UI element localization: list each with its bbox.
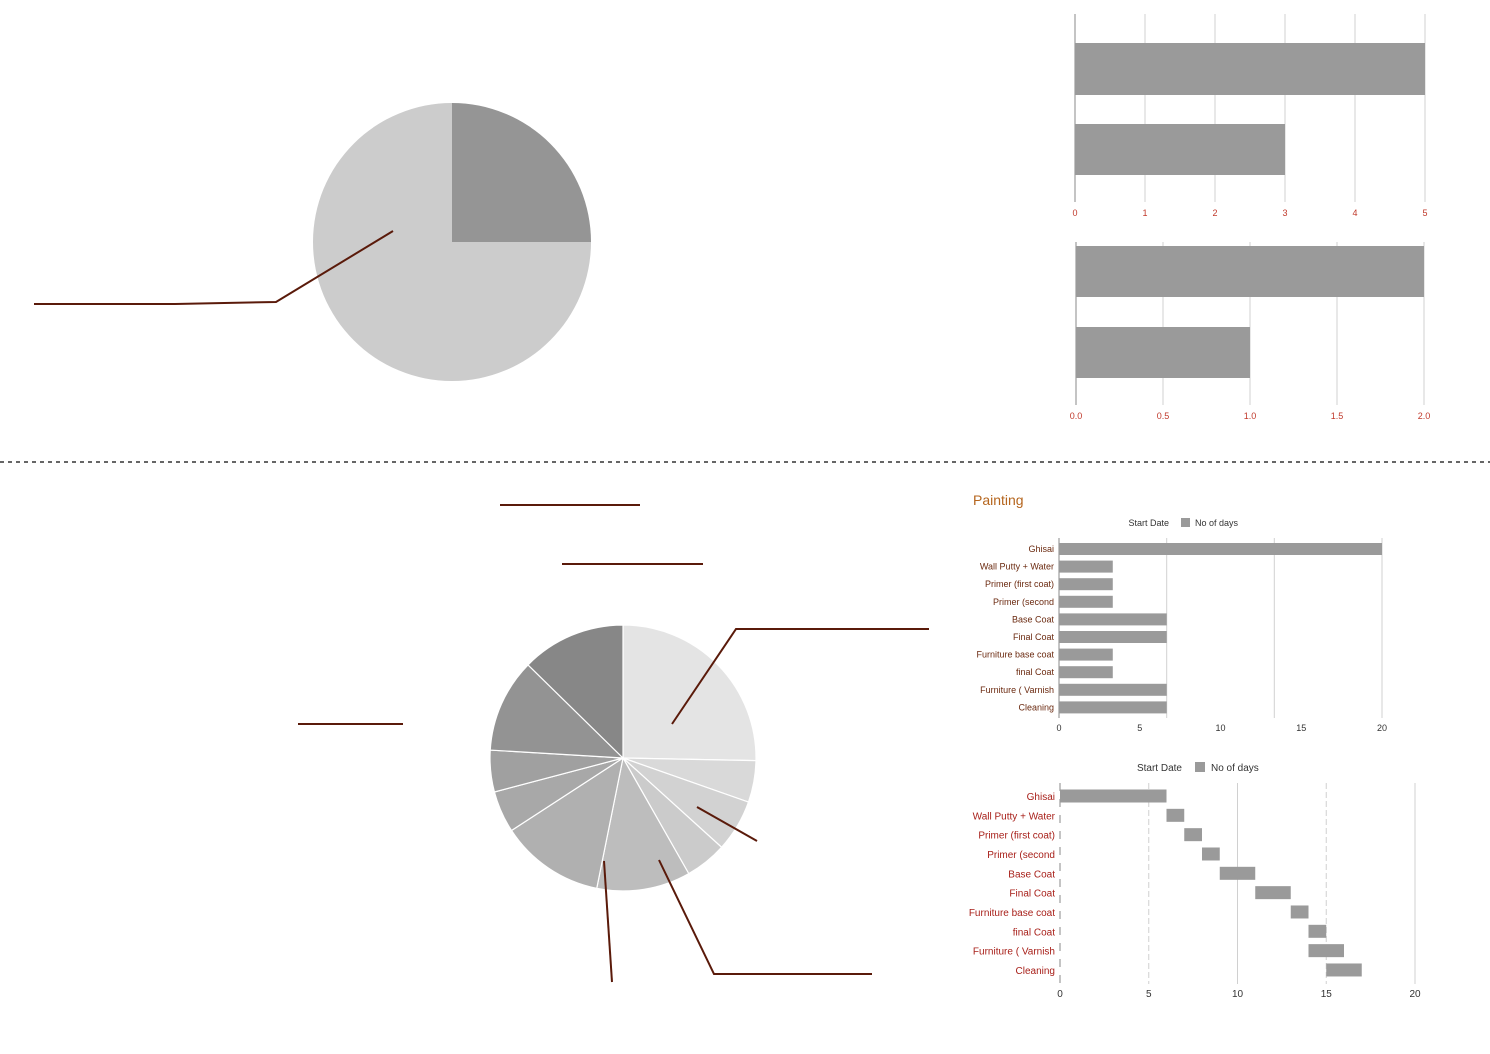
bar-chart-top-1: 0 1 2 3 4 5	[1072, 14, 1428, 218]
pie-chart-bottom	[489, 624, 757, 892]
x-tick-label: 0.5	[1157, 411, 1170, 421]
chart-title: Painting	[973, 492, 1024, 508]
bar-chart-gantt: Start Date No of days 0 5 10 15 20 Ghisai Wall P…	[969, 762, 1421, 1000]
x-tick-label: 15	[1321, 989, 1333, 1000]
legend-label: No of days	[1211, 763, 1259, 774]
x-tick-label: 15	[1296, 723, 1306, 733]
bar	[1075, 124, 1285, 175]
bar-chart-top-2: 0.0 0.5 1.0 1.5 2.0	[1070, 242, 1431, 421]
legend-swatch	[1195, 762, 1205, 772]
category-label: Wall Putty + Water	[973, 811, 1056, 822]
x-tick-label: 0	[1057, 989, 1063, 1000]
category-label: Furniture base coat	[976, 650, 1054, 660]
pie-slice	[527, 624, 624, 760]
pie-slice	[596, 756, 690, 892]
x-tick-label: 4	[1352, 208, 1357, 218]
category-label: Ghisai	[1028, 544, 1054, 554]
leader-line	[603, 860, 613, 983]
x-tick-label: 1.0	[1244, 411, 1257, 421]
x-tick-label: 1	[1142, 208, 1147, 218]
category-label: Furniture base coat	[969, 908, 1055, 919]
x-tick-label: 3	[1282, 208, 1287, 218]
bar	[1059, 683, 1167, 696]
x-tick-label: 20	[1409, 989, 1421, 1000]
category-label: Primer (first coat)	[978, 831, 1055, 842]
bar	[1059, 631, 1167, 643]
x-tick-label: 5	[1422, 208, 1427, 218]
category-label: Cleaning	[1016, 966, 1055, 977]
bar-chart-painting: Painting Start Date No of days 0 5 10 15 20 Ghis…	[973, 492, 1387, 733]
bar	[1255, 886, 1291, 900]
leader-lines	[34, 230, 929, 983]
bar	[1308, 924, 1327, 938]
category-label: Wall Putty + Water	[980, 562, 1054, 572]
bar	[1290, 905, 1309, 919]
pie-slice	[510, 756, 624, 890]
category-label: Furniture ( Varnish	[980, 685, 1054, 695]
bar	[1326, 963, 1362, 977]
bar	[1060, 789, 1167, 803]
bar	[1059, 543, 1382, 555]
legend-label: Start Date	[1137, 763, 1182, 774]
bar	[1059, 578, 1113, 591]
category-label: Final Coat	[1009, 889, 1055, 900]
category-label: Final Coat	[1013, 632, 1055, 642]
category-label: Base Coat	[1012, 614, 1055, 624]
category-label: Primer (second	[993, 597, 1054, 607]
x-tick-label: 0.0	[1070, 411, 1083, 421]
bar	[1075, 43, 1425, 95]
bar	[1308, 944, 1344, 958]
x-tick-label: 2.0	[1418, 411, 1431, 421]
x-tick-label: 10	[1215, 723, 1225, 733]
pie-slice	[452, 103, 591, 242]
x-tick-label: 5	[1146, 989, 1152, 1000]
category-label: Ghisai	[1027, 792, 1055, 803]
leader-line	[671, 628, 929, 725]
x-tick-label: 5	[1137, 723, 1142, 733]
x-tick-label: 1.5	[1331, 411, 1344, 421]
legend-swatch	[1181, 518, 1190, 527]
category-label: final Coat	[1013, 927, 1055, 938]
category-label: Cleaning	[1018, 702, 1054, 712]
x-tick-label: 20	[1377, 723, 1387, 733]
category-label: Base Coat	[1008, 869, 1055, 880]
pie-slice	[622, 624, 757, 762]
bar	[1166, 808, 1185, 822]
bar	[1219, 866, 1256, 880]
bar	[1059, 560, 1113, 573]
x-tick-label: 10	[1232, 989, 1244, 1000]
pie-slice	[313, 103, 591, 381]
bar	[1059, 701, 1167, 714]
category-label: Furniture ( Varnish	[973, 947, 1055, 958]
bar	[1076, 327, 1250, 378]
leader-line	[34, 230, 394, 305]
leader-line	[696, 806, 758, 842]
bar	[1059, 613, 1167, 626]
leader-line	[658, 859, 872, 975]
category-label: Primer (first coat)	[985, 579, 1054, 589]
bar	[1076, 246, 1424, 297]
bar	[1059, 648, 1113, 661]
x-tick-label: 0	[1072, 208, 1077, 218]
legend-label: Start Date	[1128, 518, 1169, 528]
pie-slice	[489, 664, 625, 759]
x-tick-label: 2	[1212, 208, 1217, 218]
pie-chart-top	[313, 103, 591, 381]
x-tick-label: 0	[1056, 723, 1061, 733]
category-label: final Coat	[1016, 667, 1055, 677]
bar	[1184, 828, 1202, 842]
category-label: Primer (second	[987, 850, 1055, 861]
bar	[1202, 847, 1220, 861]
bar	[1059, 666, 1113, 679]
bar	[1059, 595, 1113, 608]
legend-label: No of days	[1195, 518, 1239, 528]
